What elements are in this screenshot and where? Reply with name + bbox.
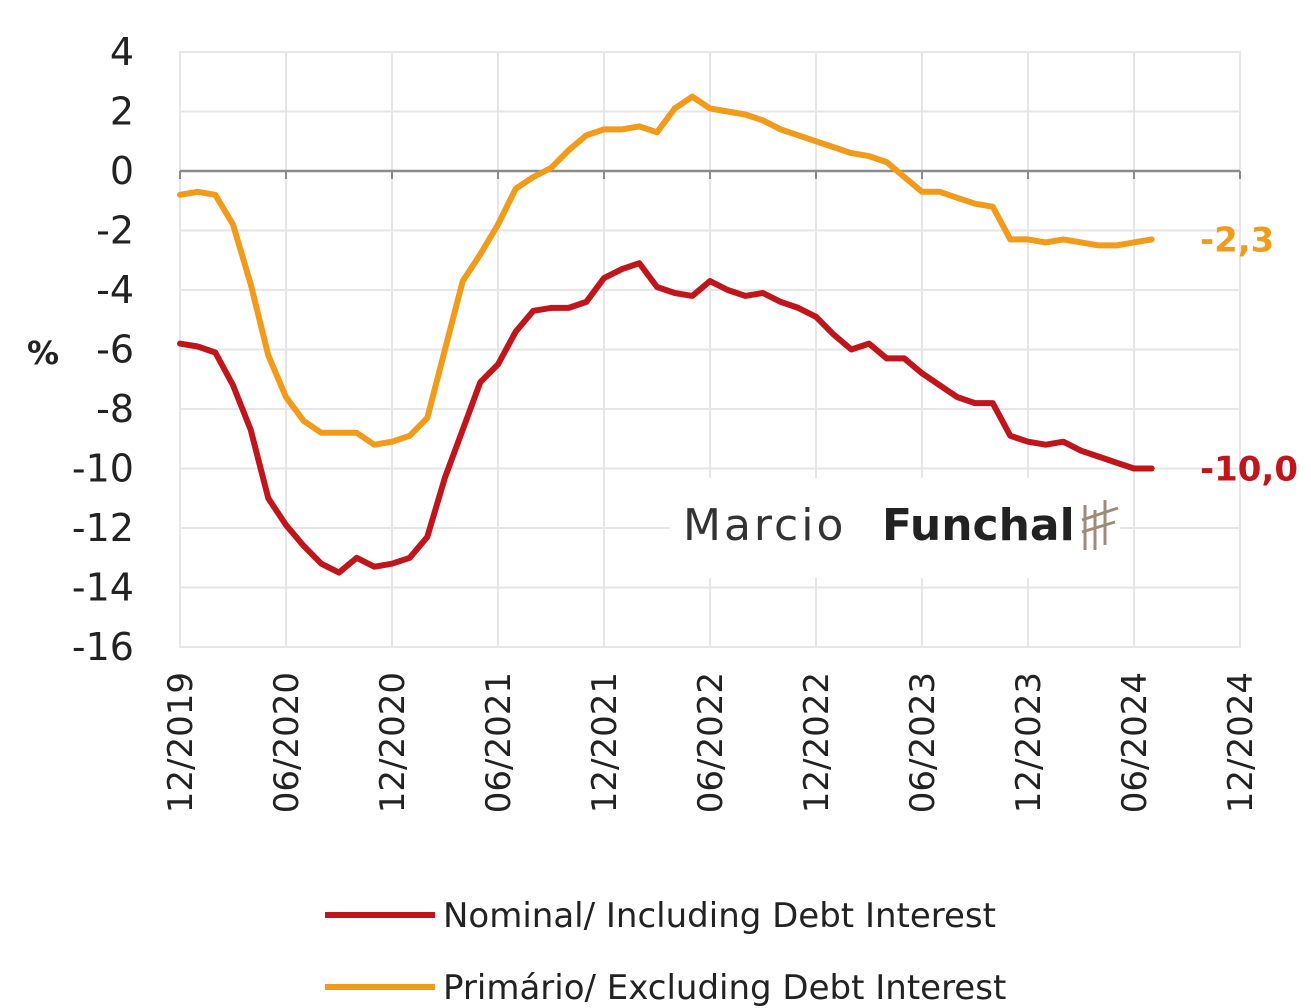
x-tick-label: 06/2020 [267,672,307,813]
end-label-1: -10,0 [1200,450,1298,490]
x-tick-label: 12/2019 [161,672,201,813]
y-tick-label: -16 [72,625,134,669]
watermark-background [670,478,1120,578]
x-tick-label: 06/2021 [479,672,519,813]
series-lines [177,93,1155,576]
y-tick-label: -4 [96,268,134,312]
x-tick-label: 06/2022 [691,672,731,813]
y-tick-label: -8 [96,387,134,431]
series-line-2 [177,93,1155,448]
x-tick-label: 12/2024 [1221,672,1261,813]
x-tick-label: 12/2023 [1009,672,1049,813]
y-tick-labels: 4 2 0 -2 -4 -6 -8 -10 -12 -14 -16 [72,30,134,669]
y-tick-label: 0 [110,149,134,193]
legend-label-2: Primário/ Excluding Debt Interest [443,968,1006,1008]
y-tick-label: -12 [72,506,134,550]
watermark-logo: Marcio Funchal [670,478,1120,578]
legend: Nominal/ Including Debt Interest Primário… [325,896,1006,1008]
x-tick-label: 06/2023 [903,672,943,813]
y-tick-label: -14 [72,566,134,610]
watermark-last-name: Funchal [882,500,1075,551]
y-axis-label: % [27,334,59,372]
end-label-2: -2,3 [1200,220,1274,260]
gridlines [179,51,1241,648]
x-tick-label: 12/2021 [585,672,625,813]
y-tick-label: -10 [72,447,134,491]
watermark-mark-icon [1081,500,1119,550]
zero-axis [179,169,1241,179]
x-tick-label: 06/2024 [1115,672,1155,813]
y-tick-label: 2 [110,90,134,134]
end-labels: -10,0 -2,3 [1200,220,1298,489]
y-tick-label: 4 [110,30,134,74]
x-tick-label: 12/2022 [797,672,837,813]
legend-label-1: Nominal/ Including Debt Interest [443,896,996,936]
series-line-1 [177,260,1155,576]
x-tick-label: 12/2020 [373,672,413,813]
x-tick-labels: 12/2019 06/2020 12/2020 06/2021 12/2021 06/20… [161,672,1261,813]
y-tick-label: -6 [96,328,134,372]
y-tick-label: -2 [96,209,134,253]
watermark-first-name: Marcio [683,500,846,551]
